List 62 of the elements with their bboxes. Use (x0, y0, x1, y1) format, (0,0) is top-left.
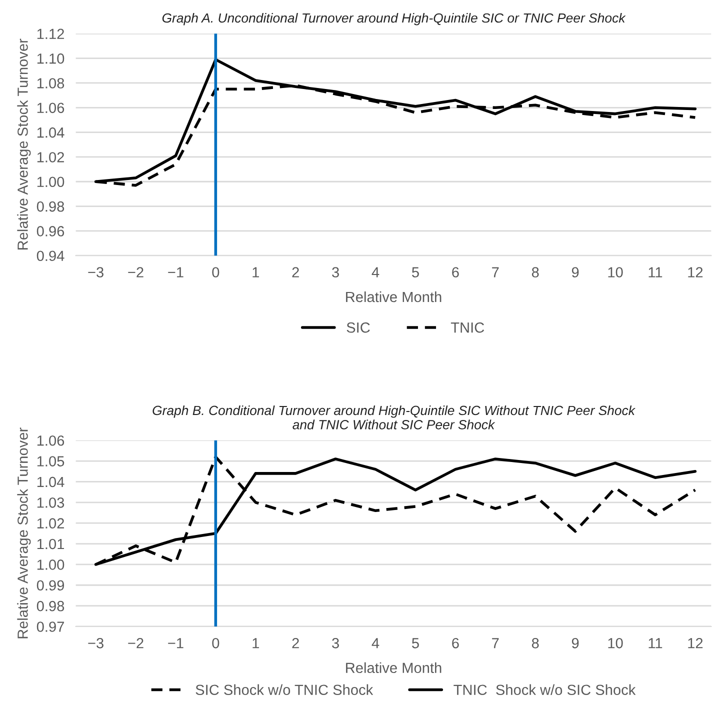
y-tick-label: 0.99 (36, 580, 64, 591)
x-tick-label: 4 (372, 267, 380, 278)
x-tick-label: 3 (332, 638, 339, 648)
x-tick-label: 9 (572, 638, 579, 648)
legend-label: SIC (346, 322, 370, 333)
y-tick-label: 1.08 (37, 78, 64, 88)
x-tick-label: 1 (252, 267, 259, 278)
x-tick-label: 8 (532, 638, 539, 648)
y-tick-label: 1.10 (37, 53, 64, 64)
x-tick-label: 10 (608, 267, 623, 278)
x-tick-label: 5 (412, 267, 419, 278)
x-tick-label: 6 (452, 267, 459, 278)
y-tick-label: 1.04 (37, 476, 64, 488)
legend-label: TNIC (450, 322, 484, 333)
y-tick-label: 1.04 (37, 127, 64, 138)
y-tick-label: 1.01 (37, 538, 64, 550)
x-tick-label: 3 (332, 267, 339, 278)
x-tick-label: −2 (128, 267, 144, 278)
legend-label: SIC Shock w/o TNIC Shock (196, 684, 374, 696)
x-tick-label: 4 (372, 638, 380, 648)
x-tick-label: 2 (292, 638, 299, 648)
x-axis-title: Relative Month (346, 662, 442, 674)
y-tick-label: 1.00 (37, 560, 64, 570)
y-tick-label: 1.06 (37, 102, 64, 114)
chart-title: Graph B. Conditional Turnover around High-Quintile SIC Without TNIC Peer Shock and TNIC Without SIC Peer Shock (152, 405, 636, 430)
x-tick-label: 9 (572, 267, 579, 278)
y-tick-label: 1.05 (37, 456, 64, 466)
x-tick-label: −3 (88, 267, 104, 278)
y-tick-label: 1.12 (37, 28, 64, 39)
x-tick-label: 7 (492, 267, 499, 278)
x-tick-label: 11 (648, 638, 662, 648)
y-tick-label: 1.03 (37, 497, 64, 508)
x-tick-label: 6 (452, 638, 459, 648)
x-tick-label: 12 (688, 267, 703, 278)
x-tick-label: 2 (292, 267, 299, 278)
x-tick-label: 10 (608, 638, 623, 648)
y-axis-title: Relative Average Stock Turnover (17, 428, 31, 638)
y-tick-label: 0.94 (36, 250, 64, 262)
x-tick-label: 0 (212, 638, 220, 648)
y-tick-label: 0.97 (36, 622, 64, 632)
y-tick-label: 0.98 (36, 600, 64, 612)
x-axis-title: Relative Month (346, 291, 442, 302)
x-tick-label: 12 (688, 638, 703, 648)
x-tick-label: −2 (128, 638, 144, 648)
y-tick-label: 1.02 (37, 518, 64, 529)
y-tick-label: 1.00 (37, 176, 64, 188)
x-tick-label: 5 (412, 638, 419, 648)
y-tick-label: 0.98 (36, 201, 64, 212)
x-tick-label: 0 (212, 267, 220, 278)
chart-title: Graph A. Unconditional Turnover around High-Quintile SIC or TNIC Peer Shock (162, 12, 626, 26)
x-tick-label: 11 (648, 267, 662, 278)
x-tick-label: 7 (492, 638, 499, 648)
x-tick-label: −1 (168, 267, 184, 278)
legend-label: TNIC Shock w/o SIC Shock (454, 684, 636, 696)
x-tick-label: −1 (168, 638, 184, 648)
y-tick-label: 0.96 (36, 226, 64, 236)
y-tick-label: 1.02 (37, 152, 64, 162)
x-tick-label: 8 (532, 267, 539, 278)
x-tick-label: −3 (88, 638, 104, 648)
y-tick-label: 1.06 (37, 435, 64, 446)
y-axis-title: Relative Average Stock Turnover (17, 38, 31, 250)
x-tick-label: 1 (252, 638, 259, 648)
